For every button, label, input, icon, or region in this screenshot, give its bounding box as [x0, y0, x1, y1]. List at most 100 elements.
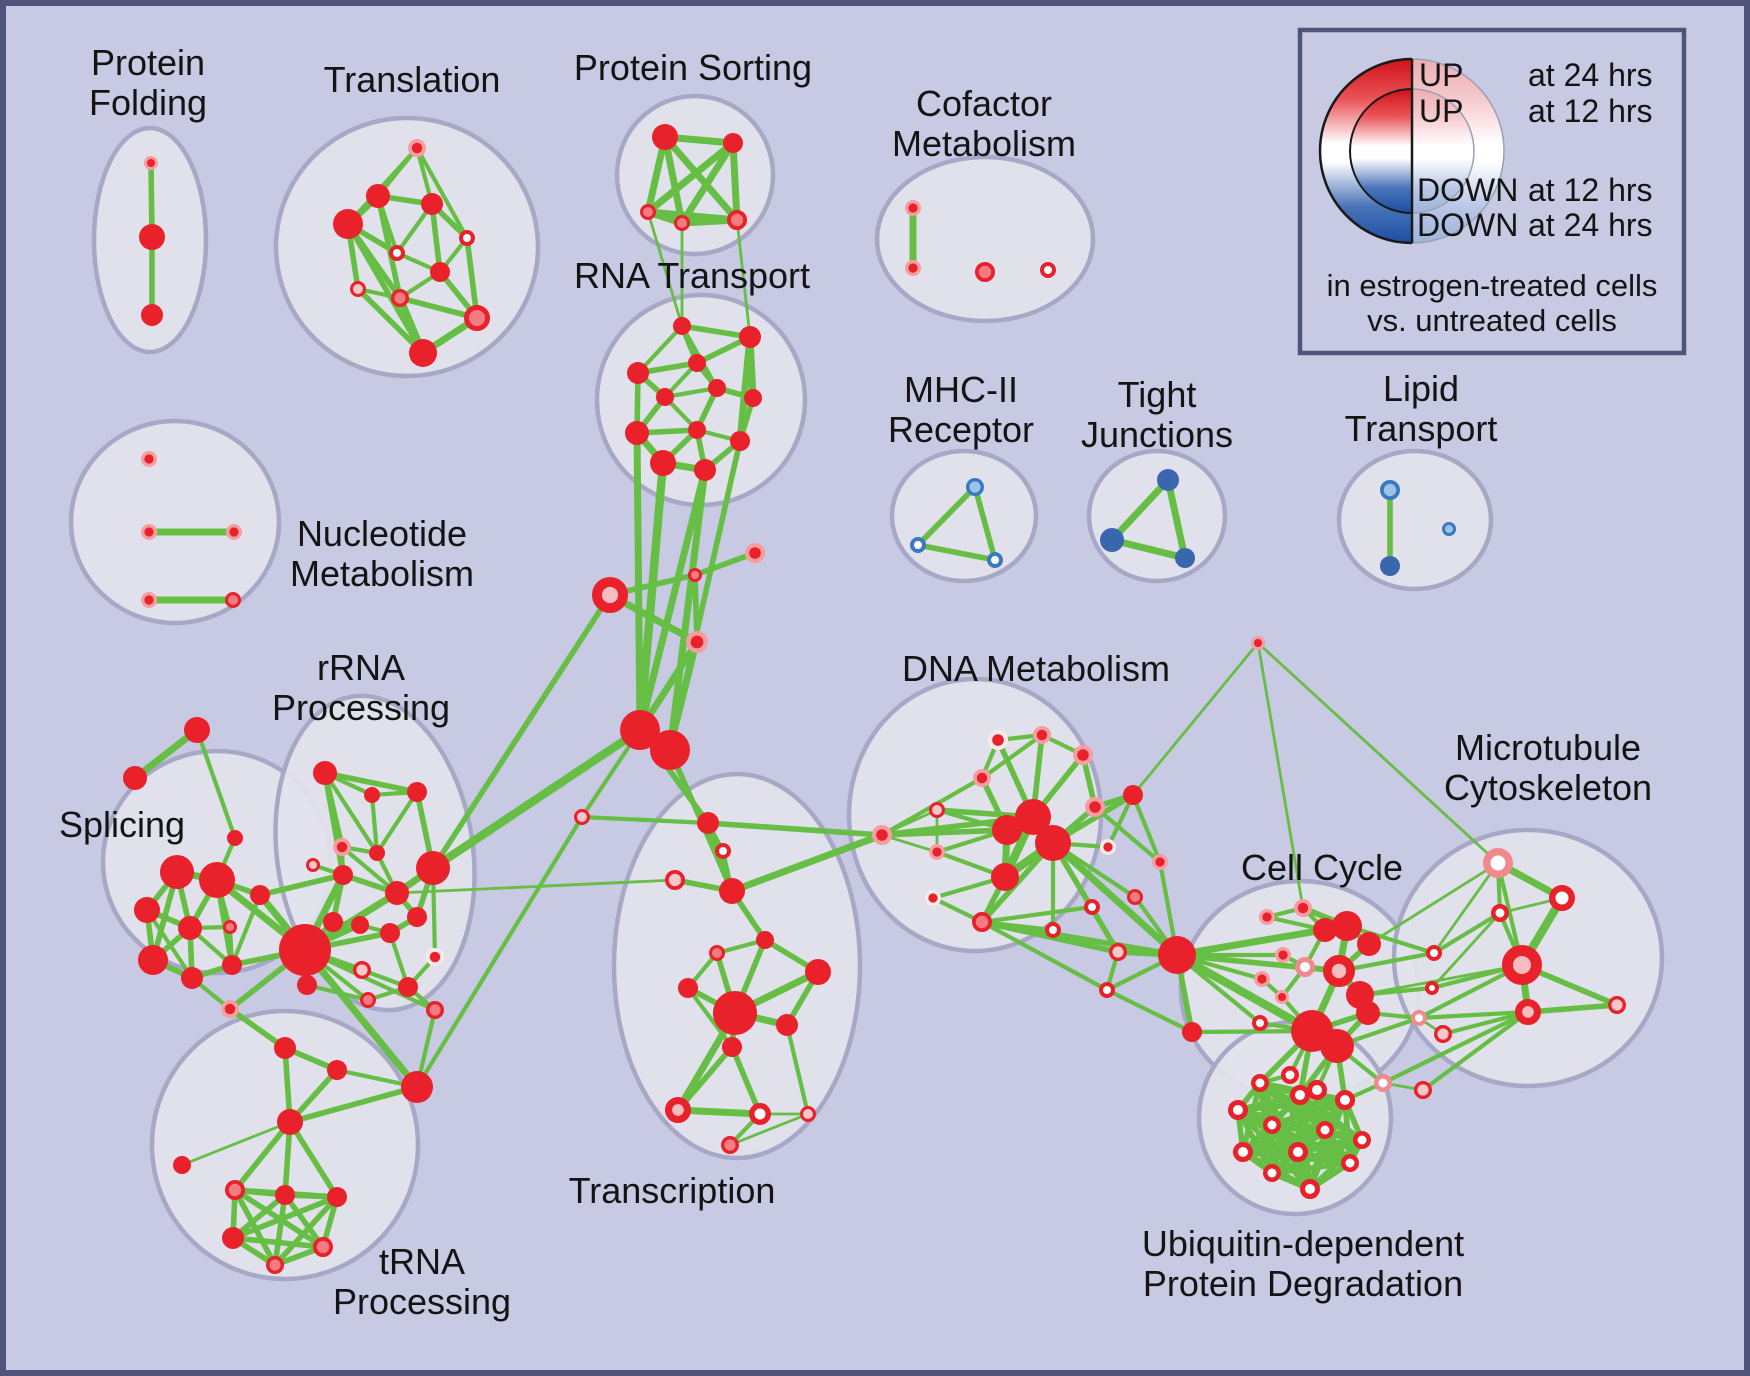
- cluster-label-microtubule-cytoskeleton: Cytoskeleton: [1444, 767, 1652, 808]
- gene-node: [409, 339, 437, 367]
- edge: [301, 946, 421, 1091]
- gene-node: [464, 305, 491, 332]
- gene-node: [279, 924, 331, 976]
- edge: [1256, 641, 1500, 865]
- legend-caption: vs. untreated cells: [1367, 303, 1617, 338]
- gene-node: [327, 1187, 347, 1207]
- gene-node: [1252, 1015, 1268, 1031]
- edge: [636, 466, 709, 734]
- gene-node: [1157, 469, 1179, 491]
- gene-node: [1275, 990, 1289, 1004]
- gene-node: [673, 317, 691, 335]
- gene-node: [351, 916, 369, 934]
- gene-node: [1275, 946, 1292, 963]
- legend-circle-inner-right-12hrs: [1412, 89, 1474, 213]
- edge: [915, 542, 998, 563]
- gene-node: [694, 459, 716, 481]
- gene-node: [385, 881, 409, 905]
- gene-node: [349, 280, 366, 297]
- gene-node: [776, 1014, 798, 1036]
- gene-node: [688, 568, 702, 582]
- edge: [232, 1119, 293, 1193]
- cluster-label-ubiquitin-degradation: Protein Degradation: [1143, 1263, 1463, 1304]
- cluster-label-mhc-ii-receptor: MHC-II: [904, 369, 1018, 410]
- gene-node: [730, 431, 750, 451]
- gene-node: [1281, 1066, 1299, 1084]
- gene-node: [274, 1037, 296, 1059]
- gene-node: [592, 577, 629, 614]
- legend-time-label: at 12 hrs: [1528, 172, 1653, 208]
- cluster-label-rna-transport: RNA Transport: [574, 255, 810, 296]
- edges-layer: [131, 133, 1620, 1268]
- gene-node: [140, 591, 157, 608]
- legend-direction-label: DOWN: [1417, 172, 1518, 208]
- cluster-label-nucleotide-metabolism: Metabolism: [290, 553, 474, 594]
- cluster-label-rrna-processing: Processing: [272, 687, 450, 728]
- gene-node: [425, 1001, 444, 1020]
- gene-node: [1263, 1164, 1281, 1182]
- gene-node: [323, 912, 343, 932]
- edge: [692, 550, 758, 578]
- cluster-label-cofactor-metabolism: Cofactor: [916, 83, 1052, 124]
- gene-node: [426, 948, 445, 967]
- edge: [661, 133, 686, 227]
- edge: [322, 770, 420, 795]
- gene-node: [991, 863, 1019, 891]
- edge: [1416, 1009, 1531, 1021]
- gene-node: [1442, 522, 1456, 536]
- gene-node: [1323, 955, 1356, 988]
- edge: [675, 1044, 735, 1113]
- gene-node: [223, 920, 237, 934]
- cluster-ellipse-nucleotide-metabolism: [68, 418, 282, 626]
- edge: [287, 1119, 340, 1200]
- gene-node: [1254, 970, 1271, 987]
- gene-node: [1313, 918, 1337, 942]
- gene-node: [225, 592, 242, 609]
- legend-box: [1297, 27, 1687, 356]
- gene-node: [1045, 922, 1061, 938]
- gene-node: [1380, 479, 1401, 500]
- cluster-label-splicing: Splicing: [59, 804, 185, 845]
- gene-node: [574, 809, 591, 826]
- gene-node: [620, 710, 660, 750]
- gene-node: [1341, 1154, 1359, 1172]
- gene-node: [719, 878, 745, 904]
- edge: [880, 808, 939, 837]
- edge: [230, 1194, 340, 1241]
- gene-node: [697, 812, 719, 834]
- gene-node: [250, 885, 270, 905]
- gene-node: [744, 389, 762, 407]
- edge: [1358, 963, 1524, 997]
- gene-node: [800, 1106, 817, 1123]
- edge: [272, 1192, 288, 1268]
- edge: [257, 872, 346, 898]
- gene-node: [364, 787, 380, 803]
- gene-node: [715, 843, 731, 859]
- gene-node: [141, 304, 163, 326]
- gene-node: [401, 1071, 433, 1103]
- gene-node: [924, 889, 941, 906]
- gene-node: [227, 830, 243, 846]
- edge: [374, 789, 420, 856]
- cluster-label-lipid-transport: Lipid: [1383, 368, 1459, 409]
- edge: [194, 727, 238, 841]
- gene-node: [756, 931, 774, 949]
- gene-node: [390, 288, 409, 307]
- gene-node: [627, 362, 649, 384]
- gene-node: [709, 945, 726, 962]
- gene-node: [739, 326, 761, 348]
- gene-node: [966, 477, 985, 496]
- gene-node: [220, 1000, 239, 1019]
- gene-node: [1411, 1010, 1427, 1026]
- gene-node: [1100, 838, 1117, 855]
- edge: [1344, 923, 1437, 956]
- gene-node: [665, 870, 686, 891]
- edge: [355, 286, 426, 356]
- edge: [395, 878, 677, 895]
- legend-outline-inner-left: [1349, 88, 1413, 214]
- gene-node: [1259, 908, 1276, 925]
- legend-outline-outer-right: [1411, 58, 1505, 244]
- edge: [633, 429, 644, 734]
